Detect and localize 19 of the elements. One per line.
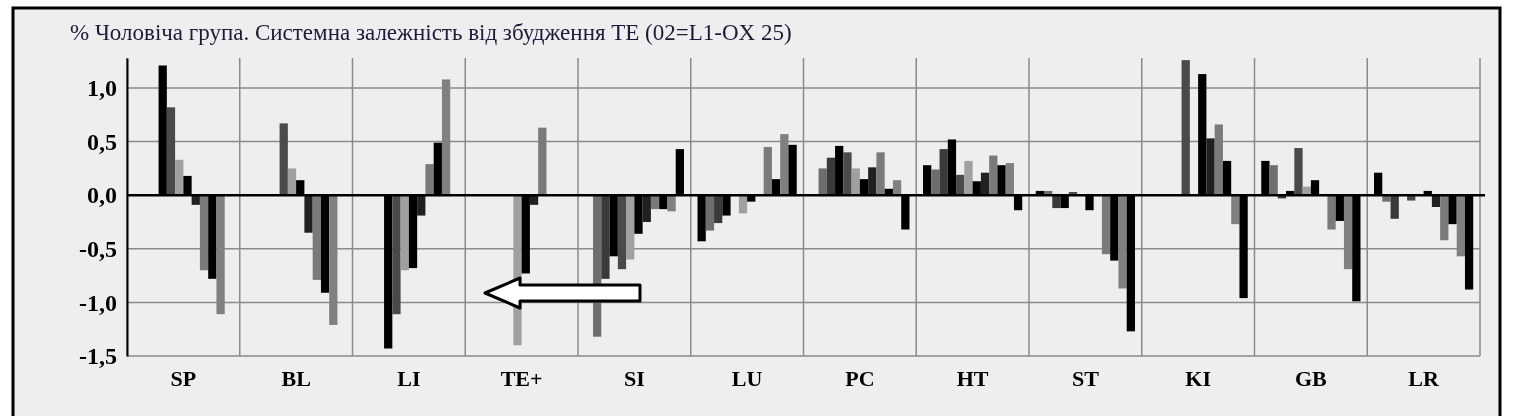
y-tick-label: -0,5 bbox=[79, 235, 117, 262]
x-tick-label: ST bbox=[1071, 365, 1100, 391]
x-tick-label: BL bbox=[281, 365, 311, 391]
x-tick-label: TE+ bbox=[500, 365, 543, 391]
x-tick-label: HT bbox=[956, 365, 989, 391]
x-tick-label: LI bbox=[397, 365, 421, 391]
x-tick-label: LU bbox=[731, 365, 763, 391]
x-tick-label: SP bbox=[170, 365, 197, 391]
x-tick-label: LR bbox=[1408, 365, 1441, 391]
y-tick-label: 1,0 bbox=[87, 75, 117, 102]
x-tick-label: SI bbox=[623, 365, 645, 391]
x-tick-label: GB bbox=[1294, 365, 1328, 391]
y-tick-label: -1,5 bbox=[79, 343, 117, 370]
y-tick-label: 0,0 bbox=[87, 182, 117, 209]
chart-title: % Чоловіча група. Системна залежність від збудження TE (02=L1-OX 25) bbox=[70, 20, 792, 45]
y-tick-label: -1,0 bbox=[79, 289, 117, 316]
y-tick-label: 0,5 bbox=[87, 128, 117, 155]
x-tick-label: KI bbox=[1185, 365, 1211, 391]
x-tick-label: PC bbox=[845, 365, 875, 391]
